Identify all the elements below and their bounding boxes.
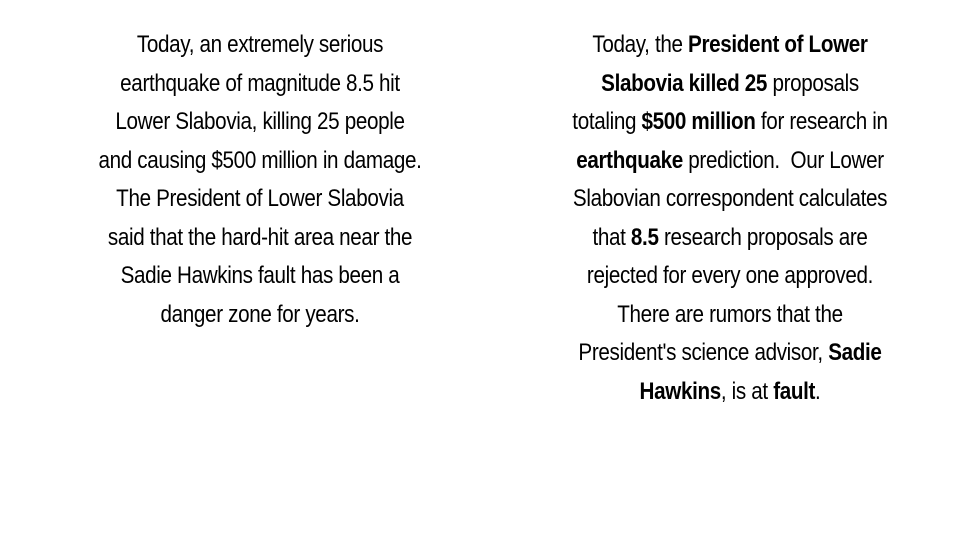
text-run: proposals: [767, 69, 859, 97]
left-line: Sadie Hawkins fault has been a: [120, 262, 400, 289]
text-run: Slabovian correspondent calculates: [572, 185, 888, 212]
left-line: Today, an extremely serious: [136, 31, 384, 58]
bold-text-run: Slabovia killed 25: [601, 69, 768, 97]
right-line: There are rumors that the: [500, 296, 960, 335]
right-line: President's science advisor, Sadie: [500, 334, 960, 373]
right-paragraph: Today, the President of Lower Slabovia k…: [500, 26, 960, 411]
left-line: and causing $500 million in damage.: [98, 146, 422, 174]
text-run: Today, the: [592, 31, 689, 58]
right-line: earthquake prediction. Our Lower: [500, 142, 960, 181]
text-run: .: [815, 377, 821, 405]
left-line: earthquake of magnitude 8.5 hit: [120, 69, 400, 97]
right-line: Hawkins, is at fault.: [500, 373, 960, 412]
left-line: danger zone for years.: [160, 300, 360, 328]
right-line: Slabovia killed 25 proposals: [500, 65, 960, 104]
left-line: said that the hard-hit area near the: [107, 223, 413, 251]
bold-text-run: 8.5: [630, 223, 659, 251]
text-run: President's science advisor,: [578, 339, 829, 366]
bold-text-run: fault: [773, 377, 816, 405]
left-line: Lower Slabovia, killing 25 people: [115, 108, 405, 135]
text-run: totaling: [572, 108, 642, 135]
right-line: Today, the President of Lower: [500, 26, 960, 65]
text-run: rejected for every one approved.: [586, 262, 874, 289]
left-paragraph: Today, an extremely serious earthquake o…: [36, 26, 483, 334]
bold-text-run: Hawkins: [639, 377, 722, 405]
bold-text-run: $500 million: [641, 108, 756, 135]
text-run: There are rumors that the: [617, 300, 843, 328]
text-run: research proposals are: [658, 223, 868, 251]
text-run: , is at: [720, 377, 774, 405]
text-run: that: [592, 223, 631, 251]
text-run: for research in: [755, 108, 888, 135]
bold-text-run: earthquake: [576, 146, 683, 174]
right-line: rejected for every one approved.: [500, 257, 960, 296]
text-run: prediction. Our Lower: [682, 146, 884, 174]
right-line: that 8.5 research proposals are: [500, 219, 960, 258]
bold-text-run: President of Lower: [688, 31, 868, 58]
bold-text-run: Sadie: [828, 339, 882, 366]
left-line: The President of Lower Slabovia: [116, 185, 404, 212]
right-line: totaling $500 million for research in: [500, 103, 960, 142]
right-line: Slabovian correspondent calculates: [500, 180, 960, 219]
